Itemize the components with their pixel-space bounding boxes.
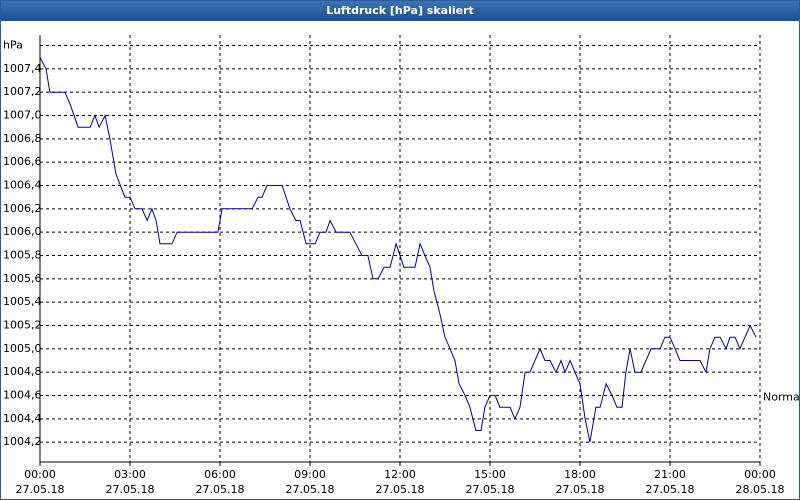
y-tick-label: 1006,0 [3,225,42,238]
x-tick-label: 00:00 [744,468,776,481]
y-tick-label: 1005,6 [3,272,42,285]
x-tick-date: 27.05.18 [286,483,335,496]
x-tick-date: 27.05.18 [16,483,65,496]
title-bar: Luftdruck [hPa] skaliert [1,1,799,21]
y-tick-label: 1007,0 [3,109,42,122]
y-tick-label: 1004,2 [3,435,42,448]
x-tick-date: 27.05.18 [556,483,605,496]
annotation: Normal [763,391,800,404]
x-tick-label: 18:00 [564,468,596,481]
y-tick-label: 1006,4 [3,179,42,192]
x-tick-label: 03:00 [114,468,146,481]
x-tick-date: 27.05.18 [466,483,515,496]
y-tick-label: 1004,6 [3,389,42,402]
x-tick-date: 27.05.18 [646,483,695,496]
x-tick-date: 28.05.18 [736,483,785,496]
x-tick-label: 06:00 [204,468,236,481]
y-tick-label: 1005,0 [3,342,42,355]
y-tick-label: 1004,4 [3,412,42,425]
y-tick-label: hPa [3,39,23,52]
x-tick-date: 27.05.18 [376,483,425,496]
y-tick-label: 1007,2 [3,85,42,98]
y-tick-label: 1006,6 [3,155,42,168]
x-tick-date: 27.05.18 [196,483,245,496]
y-tick-label: 1006,8 [3,132,42,145]
series-line [39,56,757,443]
y-tick-label: 1006,2 [3,202,42,215]
y-tick-label: 1005,4 [3,295,42,308]
x-tick-label: 15:00 [474,468,506,481]
x-tick-label: 12:00 [384,468,416,481]
y-tick-label: 1007,4 [3,62,42,75]
x-tick-label: 21:00 [654,468,686,481]
y-tick-label: 1005,2 [3,319,42,332]
y-tick-label: 1004,8 [3,365,42,378]
x-tick-date: 27.05.18 [106,483,155,496]
x-tick-label: 00:00 [24,468,56,481]
x-tick-label: 09:00 [294,468,326,481]
y-tick-label: 1005,8 [3,249,42,262]
